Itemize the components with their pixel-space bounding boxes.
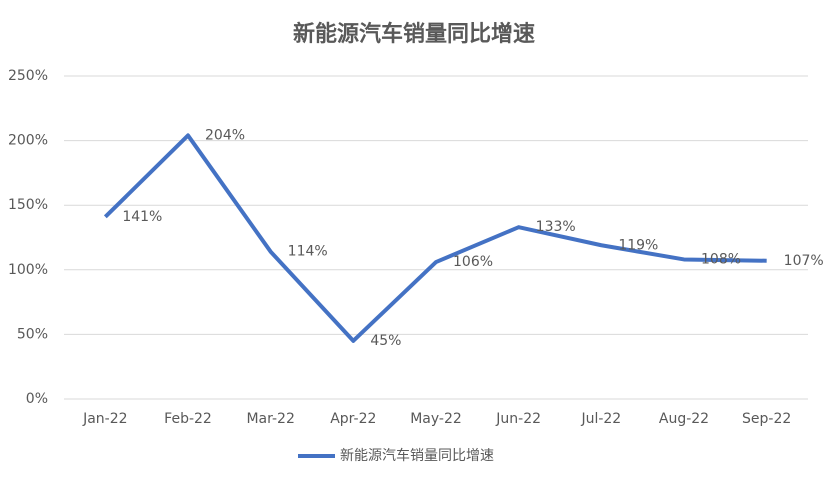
y-tick-label: 200% xyxy=(8,133,48,149)
series-line xyxy=(103,133,767,343)
data-label: 45% xyxy=(370,333,401,349)
x-tick-label: Jun-22 xyxy=(495,411,541,427)
data-label: 106% xyxy=(453,254,493,270)
x-tick-label: Jan-22 xyxy=(82,411,127,427)
y-tick-label: 0% xyxy=(26,391,48,407)
y-tick-label: 150% xyxy=(8,197,48,213)
x-tick-label: Sep-22 xyxy=(742,411,791,427)
x-tick-label: Feb-22 xyxy=(164,411,212,427)
data-label: 107% xyxy=(784,253,824,269)
chart-title: 新能源汽车销量同比增速 xyxy=(293,21,535,47)
data-label: 108% xyxy=(701,251,741,267)
data-label: 114% xyxy=(288,244,328,260)
x-tick-label: Mar-22 xyxy=(246,411,294,427)
data-label: 133% xyxy=(536,219,576,235)
y-tick-label: 50% xyxy=(17,326,48,342)
y-tick-label: 250% xyxy=(8,68,48,84)
data-label: 119% xyxy=(618,237,658,253)
y-tick-label: 100% xyxy=(8,262,48,278)
data-label: 141% xyxy=(122,209,162,225)
x-tick-label: Apr-22 xyxy=(330,411,376,427)
data-label: 204% xyxy=(205,127,245,143)
x-tick-label: Aug-22 xyxy=(659,411,709,427)
x-tick-label: Jul-22 xyxy=(580,411,621,427)
legend-label: 新能源汽车销量同比增速 xyxy=(340,447,494,464)
x-tick-label: May-22 xyxy=(410,411,462,427)
